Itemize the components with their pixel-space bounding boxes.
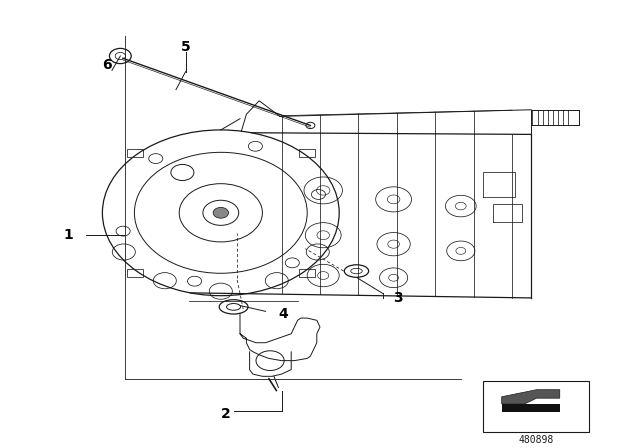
Text: 480898: 480898	[518, 435, 554, 445]
Bar	[299, 269, 315, 277]
Text: 1: 1	[64, 228, 74, 242]
Text: 4: 4	[278, 306, 288, 321]
Text: 2: 2	[221, 407, 230, 422]
Polygon shape	[502, 404, 560, 412]
Bar	[127, 269, 143, 277]
Text: 5: 5	[180, 40, 191, 54]
Polygon shape	[502, 390, 560, 404]
Bar	[127, 149, 143, 157]
Bar	[299, 149, 315, 157]
Text: 3: 3	[394, 291, 403, 305]
Circle shape	[213, 207, 228, 218]
Text: 6: 6	[102, 58, 112, 72]
Bar	[483, 381, 589, 432]
